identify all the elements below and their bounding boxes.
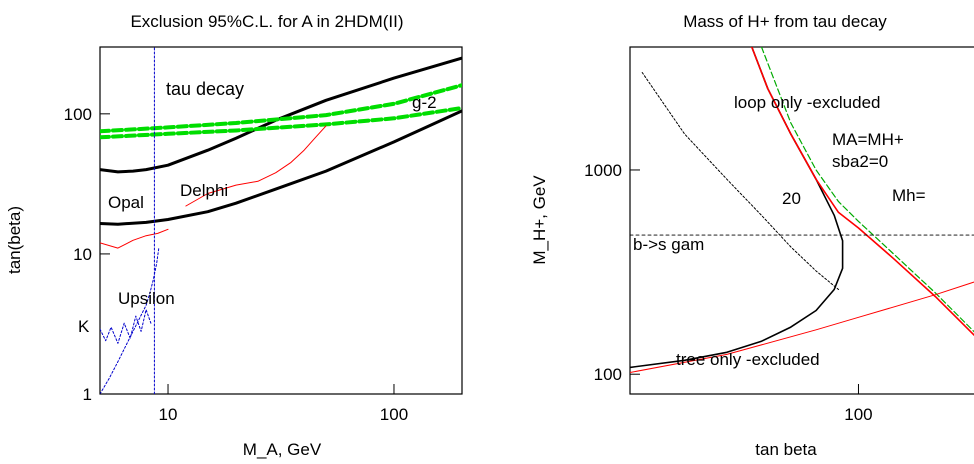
left-series-line-3: [100, 106, 462, 140]
left-series-line-6: [100, 247, 160, 394]
annotation-tau-decay: tau decay: [166, 79, 244, 99]
right-series-group: [630, 47, 974, 373]
left-y-axis-label: tan(beta): [5, 206, 24, 274]
left-y-tick-label-2: 100: [64, 105, 92, 124]
right-y-tick-label-1: 1000: [584, 161, 622, 180]
annotation-delphi: Delphi: [180, 181, 228, 200]
right-x-tick-label-0: 100: [844, 405, 872, 424]
left-series-group: [100, 47, 462, 394]
left-y-tick-label-1: 10: [73, 245, 92, 264]
annotation-g-2: g-2: [412, 93, 437, 112]
annotation-ma-mh: MA=MH+: [832, 130, 904, 149]
left-series-line-1: [100, 109, 462, 226]
left-ticks-group: 10 100 1 10 100: [64, 105, 409, 424]
right-chart: Mass of H+ from tau decay 100 100 1000 tan…: [530, 12, 974, 459]
right-series-line-4: [641, 72, 839, 290]
annotation-k: K: [78, 317, 90, 336]
right-ticks-group: 100 100 1000: [584, 161, 872, 424]
annotation-bsgam: b->s gam: [633, 235, 704, 254]
left-series-line-7: [100, 309, 152, 344]
annotation-tree-only: tree only -excluded: [676, 350, 820, 369]
right-series-line-3: [630, 281, 974, 373]
left-series-line-2: [100, 83, 462, 134]
annotation-upsilon: Upsilon: [118, 289, 175, 308]
annotation-loop-only: loop only -excluded: [734, 93, 880, 112]
right-series-line-1: [750, 47, 974, 337]
annotation-sba2: sba2=0: [832, 152, 888, 171]
left-chart: Exclusion 95%C.L. for A in 2HDM(II) 10 10…: [5, 12, 463, 459]
left-y-tick-label-0: 1: [83, 385, 92, 404]
right-y-axis-label: M_H+, GeV: [530, 175, 549, 265]
annotation-opal: Opal: [108, 193, 144, 212]
left-series-line-0: [100, 56, 462, 174]
right-x-axis-label: tan beta: [755, 440, 817, 459]
left-plot-frame: [99, 46, 463, 395]
right-chart-title: Mass of H+ from tau decay: [683, 12, 887, 31]
annotation-20: 20: [782, 189, 801, 208]
right-series-line-2: [760, 47, 974, 333]
left-series-line-5: [185, 125, 327, 207]
left-x-tick-label-0: 10: [159, 405, 178, 424]
right-plot-frame: [629, 46, 974, 395]
annotation-mh: Mh=: [892, 186, 926, 205]
left-series-line-4: [100, 228, 169, 249]
left-x-tick-label-1: 100: [380, 405, 408, 424]
left-x-axis-label: M_A, GeV: [243, 440, 322, 459]
left-chart-title: Exclusion 95%C.L. for A in 2HDM(II): [130, 12, 403, 31]
right-y-tick-label-0: 100: [594, 365, 622, 384]
